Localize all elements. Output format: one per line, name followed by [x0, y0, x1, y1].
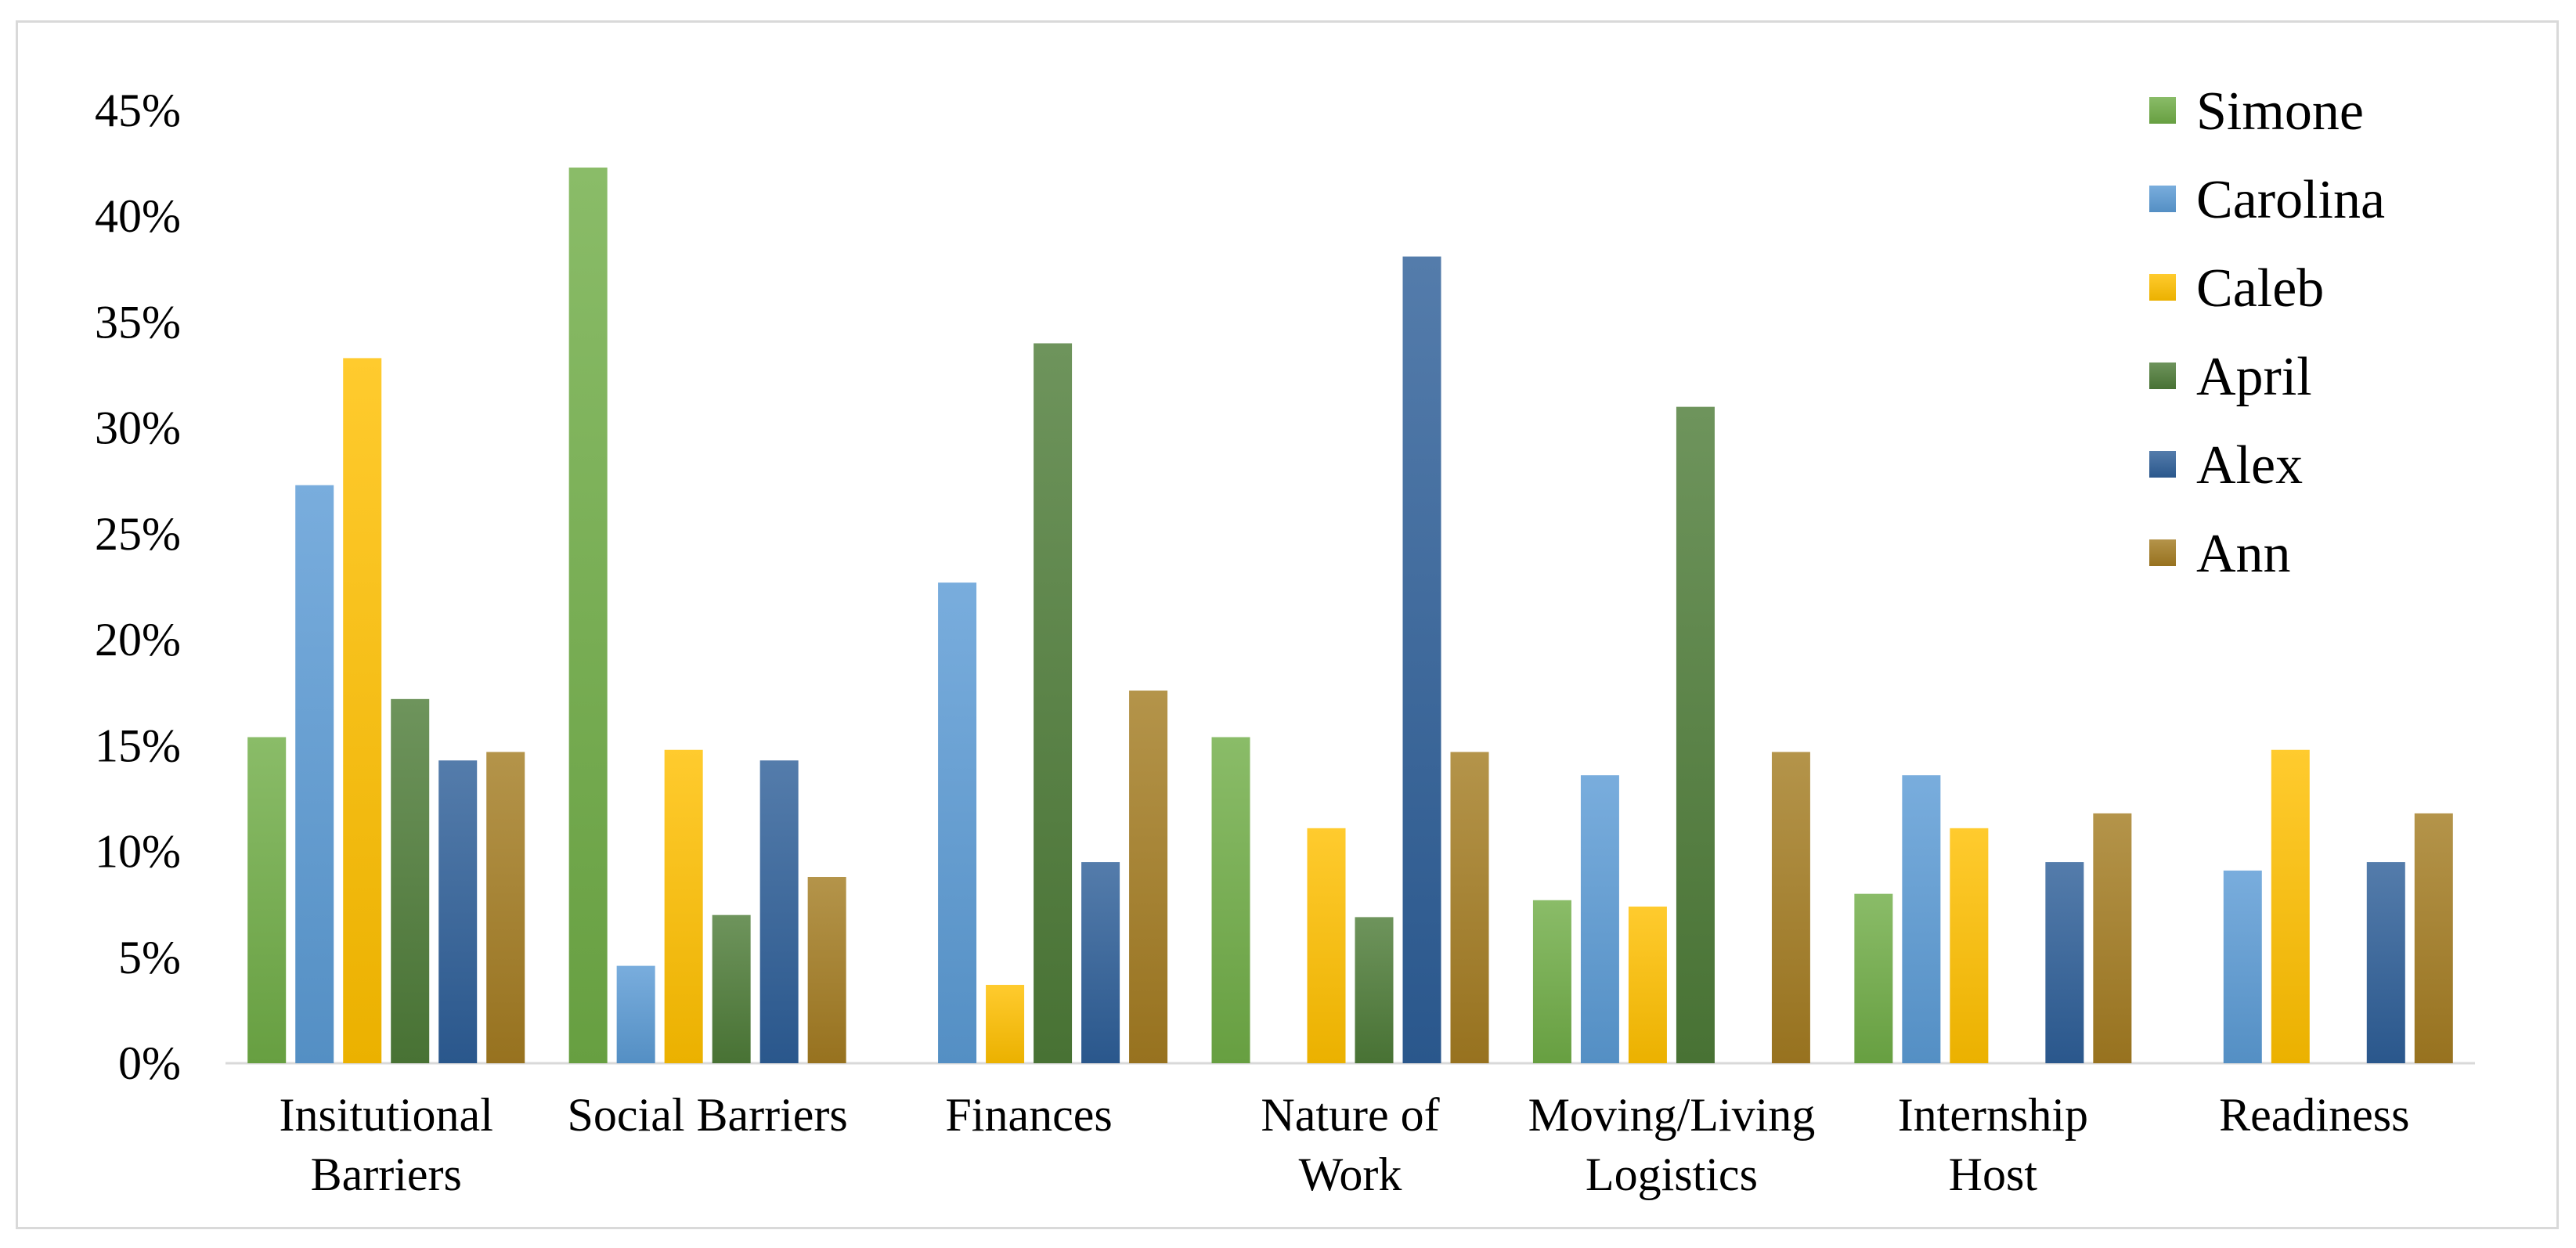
y-tick-label: 15%	[95, 720, 181, 771]
bar-alex-3	[1402, 256, 1441, 1063]
bar-caleb-1	[664, 749, 703, 1063]
legend-label-april: April	[2196, 347, 2312, 407]
x-category-label: Social Barriers	[568, 1089, 848, 1141]
bar-simone-0	[247, 737, 287, 1063]
bar-alex-2	[1081, 862, 1120, 1063]
bars-layer	[247, 168, 2453, 1063]
legend-swatch-alex	[2149, 451, 2176, 478]
y-tick-label: 35%	[95, 296, 181, 348]
y-tick-label: 45%	[95, 85, 181, 136]
bar-carolina-4	[1580, 775, 1619, 1063]
bar-caleb-0	[343, 358, 382, 1063]
legend-label-carolina: Carolina	[2196, 170, 2385, 230]
bar-carolina-2	[938, 583, 977, 1063]
x-category-label: Moving/Living Logistics	[1528, 1089, 1816, 1200]
bar-alex-1	[759, 760, 799, 1063]
legend-swatch-simone	[2149, 97, 2176, 124]
bar-simone-5	[1854, 893, 1893, 1063]
x-category-label: Readiness	[2219, 1089, 2409, 1141]
chart-frame: 0% 5% 10% 15% 20% 25% 30% 35% 40% 45% Insitutional…	[16, 20, 2559, 1229]
x-category-label: Internship Host	[1898, 1089, 2088, 1200]
y-tick-label: 0%	[118, 1037, 181, 1089]
bar-april-2	[1034, 343, 1073, 1063]
x-category-label: Finances	[945, 1089, 1112, 1141]
bar-ann-2	[1129, 691, 1168, 1063]
labels-layer: 0% 5% 10% 15% 20% 25% 30% 35% 40% 45% Insitutional…	[95, 85, 2409, 1200]
y-tick-label: 40%	[95, 190, 181, 242]
y-tick-label: 30%	[95, 402, 181, 454]
legend-label-alex: Alex	[2196, 435, 2303, 496]
bar-caleb-3	[1307, 828, 1346, 1063]
bar-ann-6	[2414, 813, 2453, 1063]
legend-swatch-carolina	[2149, 186, 2176, 212]
bar-ann-0	[486, 752, 525, 1063]
bar-caleb-5	[1950, 828, 1989, 1063]
y-tick-label: 10%	[95, 826, 181, 878]
bar-caleb-6	[2271, 749, 2310, 1063]
bar-april-4	[1676, 406, 1715, 1063]
x-category-label: Insitutional Barriers	[280, 1089, 493, 1200]
y-tick-label: 5%	[118, 932, 181, 983]
bar-simone-1	[568, 168, 608, 1063]
bar-simone-3	[1211, 737, 1250, 1063]
bar-caleb-2	[986, 984, 1025, 1063]
bar-carolina-1	[616, 965, 655, 1063]
bar-ann-5	[2093, 813, 2132, 1063]
bar-april-1	[712, 914, 751, 1063]
bar-alex-0	[438, 760, 478, 1063]
bar-alex-6	[2366, 862, 2405, 1063]
legend-label-caleb: Caleb	[2196, 258, 2324, 319]
legend-swatch-caleb	[2149, 274, 2176, 301]
bar-chart: 0% 5% 10% 15% 20% 25% 30% 35% 40% 45% Insitutional…	[95, 81, 2475, 1200]
bar-ann-3	[1450, 752, 1489, 1063]
legend-label-ann: Ann	[2196, 524, 2291, 584]
bar-april-0	[391, 698, 430, 1063]
bar-april-3	[1355, 917, 1394, 1063]
y-tick-label: 25%	[95, 508, 181, 560]
bar-carolina-6	[2223, 870, 2262, 1063]
bar-ann-4	[1771, 752, 1810, 1063]
bar-carolina-0	[295, 485, 334, 1063]
bar-simone-4	[1532, 900, 1571, 1063]
bar-alex-5	[2045, 862, 2084, 1063]
legend-label-simone: Simone	[2196, 81, 2364, 142]
x-category-label: Nature of Work	[1261, 1089, 1439, 1200]
legend-swatch-april	[2149, 362, 2176, 389]
bar-ann-1	[807, 877, 846, 1063]
legend-swatch-ann	[2149, 539, 2176, 566]
legend: Simone Carolina Caleb April Alex Ann	[2149, 81, 2385, 584]
bar-caleb-4	[1628, 906, 1667, 1063]
bar-carolina-5	[1902, 775, 1941, 1063]
y-tick-label: 20%	[95, 614, 181, 665]
